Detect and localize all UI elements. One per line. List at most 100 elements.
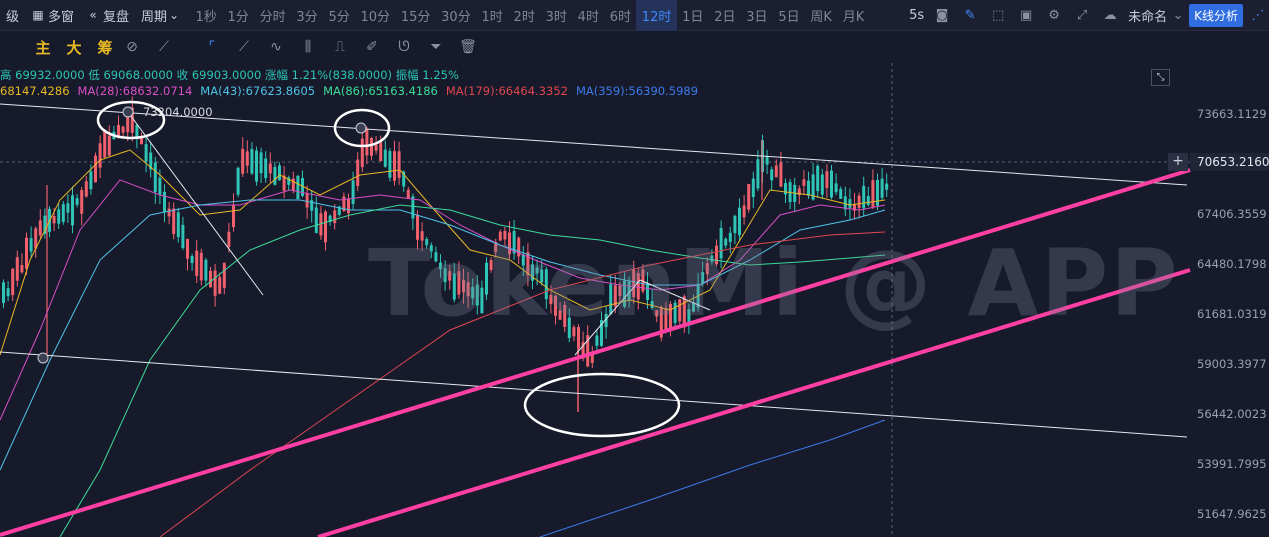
candle (830, 170, 833, 198)
high-label: 高 (0, 68, 12, 82)
camera-icon[interactable]: ◙ (935, 8, 949, 23)
k-analysis-button[interactable]: K线分析 (1189, 4, 1243, 27)
candle (218, 277, 222, 294)
ma-line-43 (0, 199, 886, 471)
candle (724, 238, 728, 246)
interval-10[interactable]: 3时 (545, 9, 567, 25)
candle (250, 149, 254, 174)
multi-window-button[interactable]: ▦ 多窗 (25, 0, 80, 31)
candle (609, 284, 613, 315)
candle (20, 265, 24, 273)
candle (765, 156, 769, 165)
interval-13[interactable]: 12时 (636, 0, 677, 31)
magnet-icon[interactable]: ᘎ (398, 39, 410, 55)
candle (705, 263, 709, 275)
grid-icon: ▦ (32, 8, 44, 22)
current-price-tag: 70653.2160 (1190, 153, 1269, 171)
interval-9[interactable]: 2时 (513, 9, 535, 25)
collapse-icon[interactable]: ⤡ (1151, 69, 1170, 86)
measure-icon[interactable]: ⎍ (335, 39, 345, 55)
interval-18[interactable]: 周K (810, 9, 832, 25)
candle (38, 220, 42, 236)
change-label: 涨幅 (264, 68, 288, 82)
candle (517, 237, 521, 257)
cursor-icon[interactable]: ⌜ (208, 39, 216, 55)
filter-icon[interactable]: ⏷ (430, 39, 442, 55)
candle (853, 204, 856, 211)
interval-15[interactable]: 2日 (714, 9, 736, 25)
interval-12[interactable]: 6时 (609, 9, 632, 25)
interval-19[interactable]: 月K (842, 9, 865, 25)
cloud-icon: ☁ (1103, 8, 1117, 23)
candle (84, 181, 88, 197)
candle (227, 231, 231, 247)
candle (590, 353, 594, 363)
interval-1[interactable]: 1分 (227, 9, 249, 25)
candle (627, 281, 631, 301)
candle (199, 252, 203, 281)
chevron-down-icon[interactable]: ⌄ (1172, 8, 1184, 23)
interval-8[interactable]: 1时 (481, 9, 503, 25)
candle (567, 317, 571, 339)
fullscreen-icon[interactable]: ⤢ (1076, 8, 1088, 23)
ma-legend-item: 68147.4286 (0, 84, 70, 98)
candles-icon[interactable]: ⫼ (304, 39, 312, 55)
interval-0[interactable]: 1秒 (195, 9, 217, 25)
interval-17[interactable]: 5日 (778, 9, 800, 25)
period-dropdown[interactable]: 周期 ⌄ (135, 0, 190, 31)
interval-16[interactable]: 3日 (746, 9, 768, 25)
low-value: 69068.0000 (103, 68, 173, 82)
interval-14[interactable]: 1日 (682, 9, 704, 25)
candle (742, 205, 746, 218)
interval-6[interactable]: 15分 (400, 9, 431, 25)
big-order-button[interactable]: 大 (66, 38, 82, 57)
candle (287, 177, 291, 185)
candle (715, 245, 718, 265)
candle (531, 264, 534, 281)
candle (604, 313, 608, 328)
top-toolbar: 级 ▦ 多窗 «复盘 周期 ⌄ 1秒 1分 分时 3分 5分 10分 15分 30分 1时 2时 3时 4… (0, 0, 1269, 31)
candle (719, 227, 723, 259)
interval-7[interactable]: 30分 (441, 9, 471, 25)
chips-button[interactable]: 筹 (97, 38, 113, 57)
layout-name[interactable]: 未命名 (1128, 10, 1168, 25)
pen-icon[interactable]: ✎ (964, 8, 976, 23)
candle (379, 142, 383, 162)
resistance-line (0, 103, 1188, 186)
price-label: 67406.3559 (1197, 207, 1267, 221)
image-icon[interactable]: ▣ (1019, 8, 1033, 23)
candle (98, 143, 102, 168)
brush-icon[interactable]: ∿ (270, 39, 282, 55)
level-menu[interactable]: 级 (0, 0, 25, 31)
drawing-toolbar: 主 大 筹 ⊘ ⟋ ⌜ ⟋ ∿ ⫼ ⎍ ✐ ᘎ ⏷ 🗑 (0, 31, 1269, 63)
gear-icon[interactable]: ⚙ (1048, 8, 1060, 23)
trash-icon[interactable]: 🗑 (459, 39, 477, 55)
edit-indicator-icon[interactable]: ⊘ (126, 39, 138, 55)
candle (508, 232, 511, 255)
line-tool-icon[interactable]: ⟋ (239, 39, 249, 55)
candle (319, 213, 323, 236)
candle (11, 268, 15, 296)
candle (586, 335, 590, 367)
interval-5[interactable]: 10分 (360, 9, 391, 25)
share-icon[interactable]: ⋰ (1251, 8, 1265, 23)
add-alert-button[interactable]: + (1168, 153, 1188, 171)
interval-3[interactable]: 3分 (296, 9, 318, 25)
price-axis[interactable]: 73663.1129 67406.3559 64480.1798 61681.0319… (1190, 63, 1269, 537)
replay-button[interactable]: « 复盘 (80, 0, 135, 31)
candle (406, 189, 410, 199)
candle (876, 179, 879, 206)
candle (130, 107, 134, 133)
interval-4[interactable]: 5分 (328, 9, 350, 25)
note-icon[interactable]: ✐ (366, 39, 378, 55)
main-indicator-button[interactable]: 主 (35, 38, 51, 57)
interval-11[interactable]: 4时 (577, 9, 599, 25)
ruler-icon[interactable]: ⟋ (159, 39, 169, 55)
watermark: TokenMi @ APP (368, 230, 1180, 337)
candle (324, 211, 327, 243)
candle (678, 299, 682, 322)
speed-selector[interactable]: 5s (909, 8, 925, 23)
select-icon[interactable]: ⬚ (991, 8, 1005, 23)
candlestick-chart[interactable] (0, 63, 1269, 537)
interval-2[interactable]: 分时 (259, 9, 286, 25)
